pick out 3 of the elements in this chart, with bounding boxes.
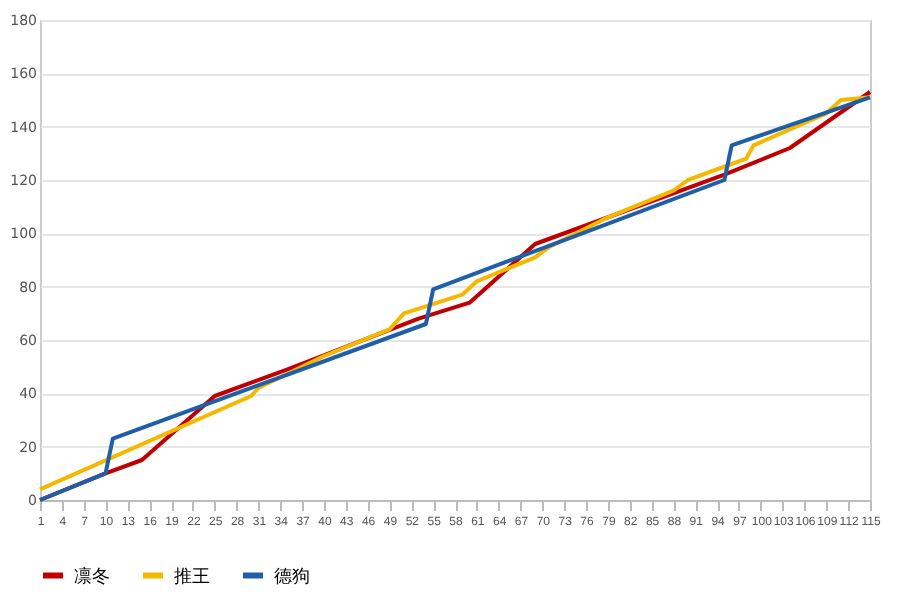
legend-label: 推王 (174, 565, 210, 588)
legend-label: 凛冬 (74, 565, 110, 588)
legend-label: 德狗 (274, 565, 310, 588)
